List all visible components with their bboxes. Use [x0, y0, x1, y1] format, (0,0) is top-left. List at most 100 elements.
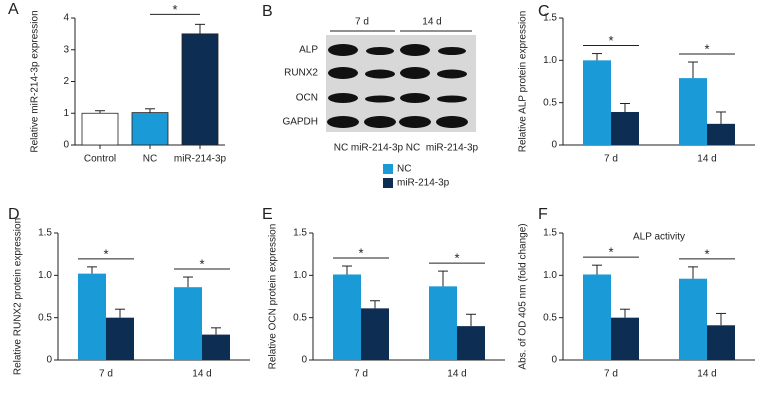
bar [78, 273, 106, 360]
lane-label: miR-214-3p [351, 143, 404, 154]
lane-label: NC [406, 143, 420, 154]
bar [583, 60, 611, 146]
panel-letter: B [262, 3, 273, 20]
x-tick-label: 14 d [192, 369, 211, 380]
bar [202, 334, 230, 360]
significance-mark: * [454, 251, 459, 266]
significance-mark: * [704, 246, 709, 261]
y-tick-label: 4 [63, 13, 69, 24]
error-bar [688, 266, 698, 279]
y-tick-label: 1 [63, 108, 69, 119]
x-tick-label: 7 d [604, 154, 618, 165]
y-tick-label: 0 [551, 140, 557, 151]
error-bar [342, 265, 352, 275]
bar [106, 317, 134, 360]
error-bar [145, 108, 155, 113]
significance-mark: * [358, 245, 363, 260]
y-tick-label: 0.5 [543, 97, 557, 108]
significance-mark: * [608, 33, 613, 48]
significance-mark: * [704, 41, 709, 56]
panel-letter: C [538, 3, 550, 20]
y-tick-label: 1.0 [38, 270, 52, 281]
bar [457, 326, 485, 360]
row-label: GAPDH [282, 117, 318, 128]
y-tick-label: 0.5 [543, 312, 557, 323]
error-bar [183, 276, 193, 288]
y-tick-label: 0.5 [38, 312, 52, 323]
legend-swatch [383, 164, 393, 174]
y-tick-label: 1.5 [293, 228, 307, 239]
error-bar [115, 308, 125, 318]
chart-title: ALP activity [633, 232, 685, 243]
bar [174, 287, 202, 360]
bar [181, 33, 219, 146]
y-tick-label: 1.0 [543, 55, 557, 66]
bands [327, 44, 468, 128]
lane-label: NC [334, 143, 348, 154]
y-tick-label: 3 [63, 44, 69, 55]
error-bar [592, 53, 602, 61]
y-tick-label: 0 [46, 355, 52, 366]
y-tick-label: 0.5 [293, 312, 307, 323]
group-label: 14 d [422, 17, 441, 28]
y-tick-label: 1.5 [543, 228, 557, 239]
x-tick-label: Control [84, 154, 116, 165]
bar [679, 78, 707, 145]
x-tick-label: 7 d [99, 369, 113, 380]
bar [679, 278, 707, 360]
panel-letter: F [538, 206, 548, 223]
error-bar [688, 61, 698, 79]
legend-swatch [383, 178, 393, 188]
significance-mark: * [103, 246, 108, 261]
bar [707, 325, 735, 360]
row-label: OCN [296, 93, 318, 104]
y-tick-label: 0 [551, 355, 557, 366]
x-tick-label: 14 d [447, 369, 466, 380]
legend-label: miR-214-3p [397, 178, 450, 189]
significance-mark: * [172, 2, 177, 17]
error-bar [87, 266, 97, 274]
x-tick-label: 7 d [354, 369, 368, 380]
y-tick-label: 1.5 [543, 13, 557, 24]
y-tick-label: 1.0 [543, 270, 557, 281]
y-axis-label: Relative OCN protein expression [268, 224, 279, 370]
error-bar [370, 300, 380, 309]
panel-letter: E [262, 206, 273, 223]
error-bar [716, 312, 726, 326]
y-tick-label: 0 [301, 355, 307, 366]
bar [583, 274, 611, 360]
y-tick-label: 0 [63, 140, 69, 151]
error-bar [620, 103, 630, 112]
error-bar [466, 313, 476, 327]
error-bar [438, 270, 448, 287]
legend-label: NC [397, 164, 411, 175]
panel-letter: D [8, 206, 20, 223]
y-tick-label: 1.5 [38, 228, 52, 239]
bar [429, 286, 457, 360]
error-bar [195, 23, 205, 34]
y-tick-label: 2 [63, 76, 69, 87]
x-tick-label: 7 d [604, 369, 618, 380]
group-label: 7 d [355, 17, 369, 28]
bar [81, 112, 119, 146]
bar [361, 308, 389, 360]
bar [131, 112, 169, 146]
bar [707, 123, 735, 145]
x-tick-label: 14 d [697, 369, 716, 380]
bar [611, 111, 639, 145]
error-bar [95, 110, 105, 114]
y-axis-label: Relative RUNX2 protein expression [13, 218, 24, 375]
error-bar [620, 308, 630, 318]
error-bar [716, 111, 726, 124]
y-tick-label: 1.0 [293, 270, 307, 281]
y-axis-label: Relative miR-214-3p expression [30, 10, 41, 152]
row-label: RUNX2 [284, 68, 318, 79]
x-tick-label: NC [143, 154, 157, 165]
legend: NC miR-214-3p [383, 164, 450, 189]
lane-label: miR-214-3p [426, 143, 479, 154]
error-bar [592, 264, 602, 275]
bar [611, 317, 639, 360]
panel-letter: A [8, 1, 19, 18]
x-tick-label: 14 d [697, 154, 716, 165]
